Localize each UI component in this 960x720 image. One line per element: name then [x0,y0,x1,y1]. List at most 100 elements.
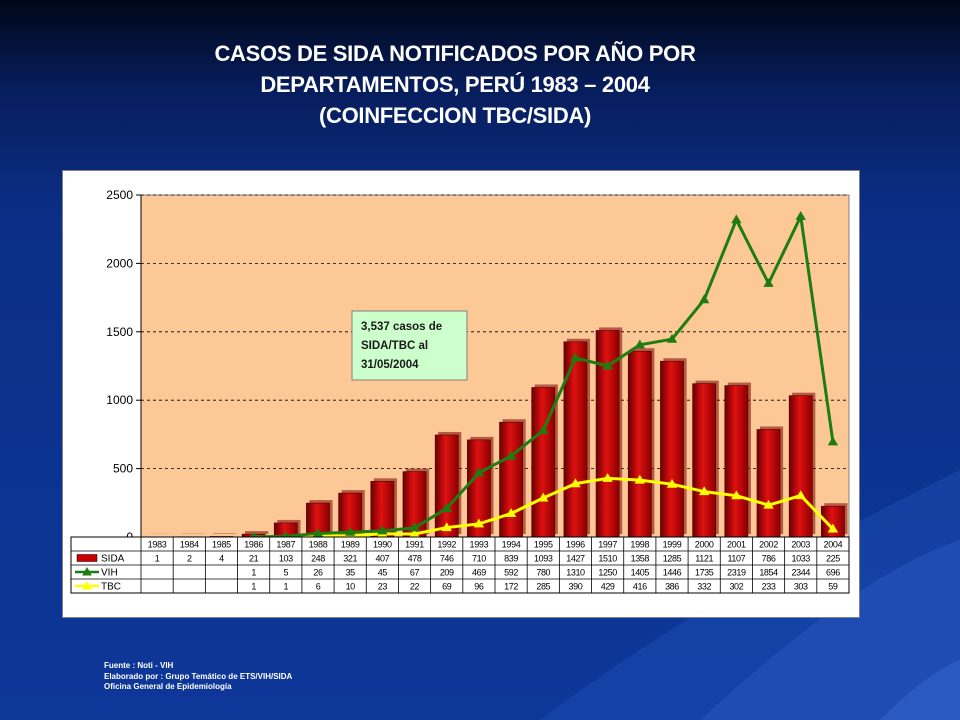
marker-tbc-1997 [602,473,613,482]
table-year-1997: 1997 [598,540,617,550]
table-cell-vih-1992: 209 [440,568,454,578]
marker-vih-1996 [570,352,581,362]
table-cell-tbc-2000: 332 [697,582,711,592]
annotation-text-2: SIDA/TBC al [361,340,428,352]
y-tick-label: 2500 [106,188,133,202]
bar-sida-1998 [627,350,652,538]
table-year-1986: 1986 [244,540,263,550]
bar-sida-1996 [563,341,588,538]
table-cell-vih-1993: 469 [472,568,486,578]
marker-vih-2001 [731,214,742,224]
bar-sida-1992 [434,434,459,538]
marker-tbc-2001 [731,490,742,500]
marker-vih-1990 [377,525,388,535]
table-year-1983: 1983 [148,540,167,550]
table-cell-tbc-1989: 10 [346,582,356,592]
table-cell-vih-1989: 35 [346,568,356,578]
marker-vih-1999 [666,333,678,343]
y-tick-label: 2000 [106,256,133,270]
table-cell-vih-2000: 1735 [695,568,714,578]
marker-tbc-1992 [441,522,452,532]
y-tick-label: 1000 [106,393,133,407]
table-cell-vih-1997: 1250 [598,568,617,578]
table-year-1984: 1984 [180,540,199,550]
combo-chart: 050010001500200025003,537 casos deSIDA/T… [70,188,850,594]
y-tick-label: 1500 [106,325,133,339]
marker-tbc-1994 [505,508,517,518]
table-cell-sida-1998: 1358 [631,554,650,564]
marker-vih-2002 [763,278,774,287]
table-cell-vih-1987: 5 [284,568,289,578]
table-cell-vih-1995: 780 [536,568,550,578]
table-cell-sida-1984: 2 [187,554,192,564]
marker-tbc-2003 [795,490,806,500]
table-year-1991: 1991 [405,540,424,550]
table-cell-sida-2000: 1121 [695,554,713,564]
marker-tbc-1993 [473,518,485,528]
table-cell-sida-2003: 1033 [792,554,811,564]
marker-tbc-2000 [698,486,710,496]
table-cell-sida-1993: 710 [472,554,486,564]
marker-vih-1991 [409,522,420,532]
table-year-2004: 2004 [823,540,842,550]
marker-vih-2004 [827,436,839,446]
marker-tbc-2002 [763,499,774,509]
annotation-box [351,310,468,381]
table-cell-sida-1990: 407 [375,554,389,564]
legend-key-marker-tbc [82,580,92,590]
table-cell-vih-2001: 2319 [727,568,746,578]
table-year-1985: 1985 [212,540,231,550]
table-cell-sida-1996: 1427 [566,554,585,564]
table-cell-vih-1999: 1446 [663,568,682,578]
table-cell-tbc-1999: 386 [665,582,679,592]
table-year-1993: 1993 [469,540,488,550]
table-cell-tbc-1996: 390 [569,582,583,592]
table-year-1995: 1995 [534,540,553,550]
table-cell-sida-2004: 225 [826,554,840,564]
marker-tbc-1996 [570,478,581,488]
table-cell-tbc-2004: 59 [828,582,838,592]
table-cell-tbc-2002: 233 [762,582,776,592]
table-year-1994: 1994 [502,540,521,550]
footer-source: Fuente : Noti - VIH [104,661,174,670]
table-cell-vih-2004: 696 [826,568,840,578]
table-cell-tbc-1993: 96 [474,582,484,592]
marker-vih-1993 [473,467,485,477]
table-cell-tbc-2001: 302 [729,582,743,592]
table-cell-tbc-1991: 22 [410,582,420,592]
table-cell-tbc-1986: 1 [251,582,256,592]
legend-key-sida [76,554,98,562]
page-title: CASOS DE SIDA NOTIFICADOS POR AÑO POR DE… [150,38,760,131]
table-year-1988: 1988 [309,540,328,550]
legend-key-marker-vih [82,566,92,576]
marker-vih-1992 [441,503,452,512]
bar-sida-1994 [499,421,523,538]
table-year-1990: 1990 [373,540,392,550]
table-cell-tbc-1995: 285 [536,582,550,592]
table-year-1999: 1999 [663,540,682,550]
table-year-2000: 2000 [695,540,714,550]
marker-tbc-1999 [666,478,678,488]
marker-vih-1994 [505,450,517,460]
table-cell-sida-1989: 321 [343,554,357,564]
table-cell-vih-1994: 592 [504,568,518,578]
table-cell-tbc-1992: 69 [442,582,452,592]
table-cell-vih-1988: 26 [313,568,323,578]
legend-label-tbc: TBC [101,582,121,593]
title-line-2: DEPARTAMENTOS, PERÚ 1983 – 2004 [260,72,650,97]
table-cell-sida-1994: 839 [504,554,518,564]
marker-vih-2003 [795,211,806,220]
table-cell-sida-1988: 248 [311,554,325,564]
title-line-1: CASOS DE SIDA NOTIFICADOS POR AÑO POR [214,41,696,66]
table-cell-vih-1991: 67 [410,568,420,578]
source-footer: Fuente : Noti - VIH Elaborado por : Grup… [104,661,292,693]
table-cell-sida-2002: 786 [762,554,776,564]
table-cell-tbc-1990: 23 [378,582,388,592]
table-cell-tbc-1997: 429 [601,582,615,592]
annotation-text-3: 31/05/2004 [361,359,419,371]
table-cell-vih-1986: 1 [251,568,256,578]
table-cell-sida-1991: 478 [408,554,422,564]
table-year-1996: 1996 [566,540,585,550]
y-tick-label: 500 [113,462,133,476]
bar-sida-2003 [788,395,813,538]
